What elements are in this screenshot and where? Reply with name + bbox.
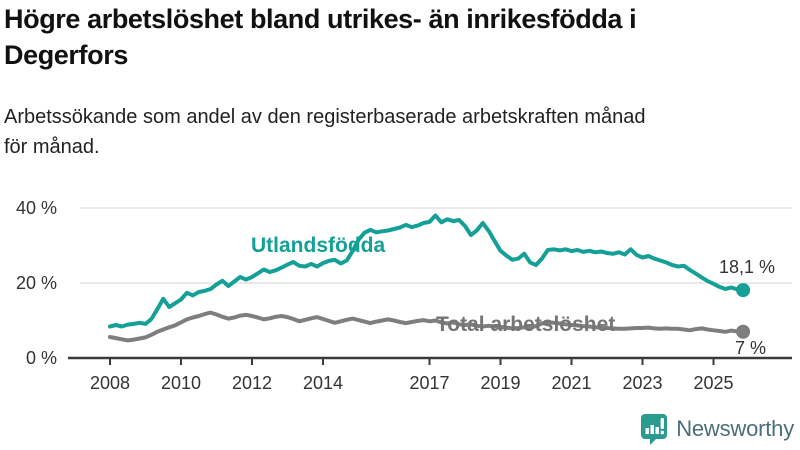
series-line-0 [108,213,746,329]
series-endpoint-dot-0 [736,283,751,298]
series-label-utlandsfodda: Utlandsfödda [251,234,386,257]
y-tick-label-40: 40 % [16,198,57,218]
x-tick-label-2023: 2023 [622,373,662,393]
x-tick-label-2010: 2010 [161,373,201,393]
newsworthy-icon [641,414,668,445]
newsworthy-logo[interactable]: Newsworthy [640,413,794,445]
chart-title: Högre arbetslöshet bland utrikes- än inr… [4,2,784,73]
newsworthy-wordmark: Newsworthy [676,416,794,441]
chart-subtitle-line1: Arbetssökande som andel av den registerb… [4,106,646,128]
series-label-total-arbetsloshet: Total arbetslöshet [436,313,616,336]
series-endpoint-dot-1 [736,324,751,339]
y-tick-label-20: 20 % [16,273,57,293]
x-tick-label-2025: 2025 [693,373,733,393]
y-tick-label-0: 0 % [26,348,57,368]
x-tick-label-2021: 2021 [551,373,591,393]
chart-title-line2: Degerfors [4,39,128,70]
chart-subtitle-line2: för månad. [4,136,100,158]
x-tick-label-2014: 2014 [303,373,343,393]
series-line-1 [108,310,746,343]
chart-subtitle: Arbetssökande som andel av den registerb… [4,102,792,162]
x-tick-label-2012: 2012 [232,373,272,393]
chart-title-line1: Högre arbetslöshet bland utrikes- än inr… [4,4,637,34]
x-tick-label-2008: 2008 [90,373,130,393]
x-tick-label-2017: 2017 [409,373,449,393]
end-value-label-total: 7 % [734,338,766,358]
x-tick-label-2019: 2019 [480,373,520,393]
end-value-label-utlandsfodda: 18,1 % [718,257,775,277]
